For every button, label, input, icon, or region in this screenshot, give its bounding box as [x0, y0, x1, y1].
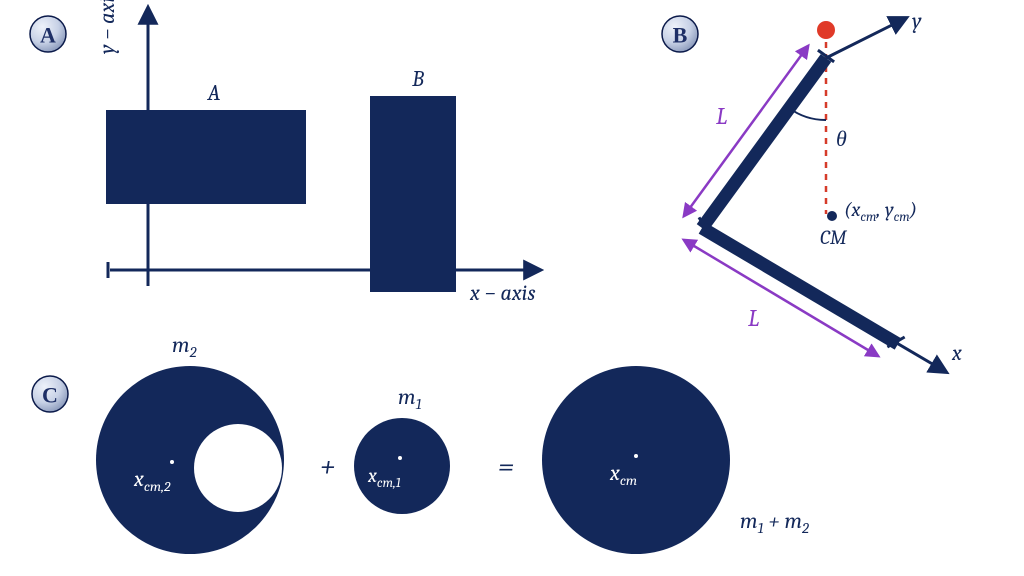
badge-b: B: [662, 16, 698, 52]
physics-diagram: A B x − axis y − axis y x: [0, 0, 1024, 576]
rod-2: [702, 228, 898, 344]
cm-coords: (xcm, ycm): [844, 198, 917, 225]
m2-label: m2: [172, 332, 197, 361]
disk-hole: [194, 424, 282, 512]
rod-1: [702, 58, 826, 228]
y-axis-label: y − axis: [94, 0, 120, 54]
xcm-full-dot: [634, 454, 638, 458]
rect-b-label: B: [411, 66, 424, 92]
mass-sum-label: m1 + m2: [740, 508, 809, 537]
svg-text:C: C: [42, 383, 58, 408]
m1-label: m1: [398, 384, 422, 413]
panel-b-x-label: x: [951, 340, 962, 366]
theta-label: θ: [836, 126, 847, 152]
full-disk: [542, 366, 730, 554]
plus-sign: +: [320, 449, 335, 484]
cm-label: CM: [820, 226, 848, 249]
length-arrow-2: [684, 240, 878, 356]
panel-c: m2 xcm,2 + m1 xcm,1 = xcm m1 + m2: [96, 332, 809, 554]
svg-text:A: A: [40, 23, 56, 48]
length-label-2: L: [748, 304, 759, 332]
length-label-1: L: [716, 102, 727, 130]
rect-a: [106, 110, 306, 204]
cm-dot: [827, 211, 837, 221]
svg-text:B: B: [673, 23, 688, 48]
xcm1-dot: [398, 456, 402, 460]
panel-b: y x L L θ CM (xcm, ycm): [684, 8, 962, 372]
xcm2-dot: [170, 460, 174, 464]
panel-b-y-axis: [826, 18, 906, 58]
rect-b: [370, 96, 456, 292]
rect-a-label: A: [207, 80, 221, 106]
equals-sign: =: [498, 449, 514, 484]
panel-b-x-axis: [878, 332, 946, 372]
pivot-dot: [817, 21, 835, 39]
badge-c: C: [32, 376, 68, 412]
panel-b-y-label: y: [912, 8, 922, 34]
x-axis-label: x − axis: [469, 280, 535, 306]
badge-a: A: [30, 16, 66, 52]
panel-a: A B x − axis y − axis: [94, 0, 540, 306]
length-arrow-1: [684, 46, 808, 216]
